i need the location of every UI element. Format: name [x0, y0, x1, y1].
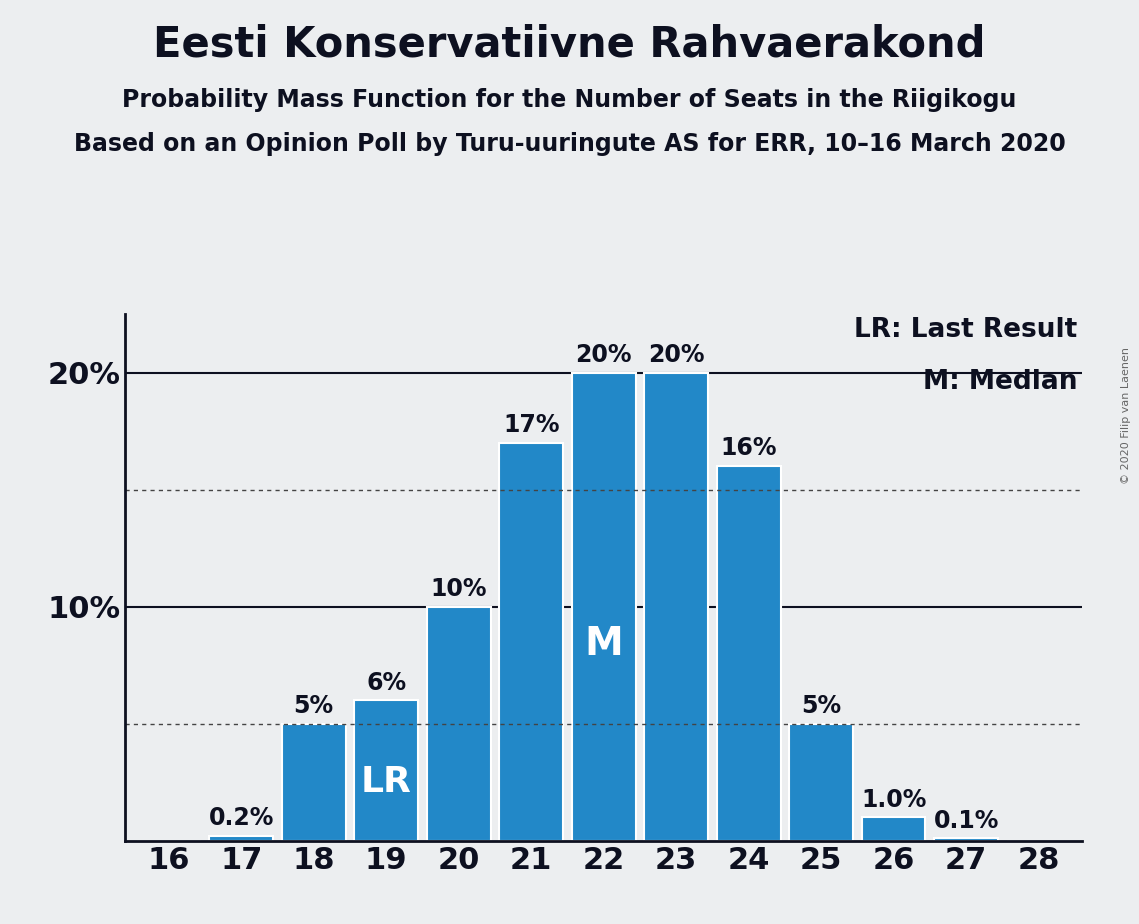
Bar [281, 723, 345, 841]
Bar [862, 818, 926, 841]
Text: 5%: 5% [294, 694, 334, 718]
Text: LR: Last Result: LR: Last Result [854, 317, 1077, 343]
Bar [499, 443, 563, 841]
Text: 17%: 17% [503, 413, 559, 437]
Text: M: Median: M: Median [923, 370, 1077, 395]
Bar [210, 836, 273, 841]
Text: 6%: 6% [366, 671, 407, 695]
Bar [572, 372, 636, 841]
Text: 0.1%: 0.1% [933, 808, 999, 833]
Text: LR: LR [361, 765, 411, 799]
Text: 20%: 20% [575, 343, 632, 367]
Text: 20%: 20% [648, 343, 704, 367]
Text: Eesti Konservatiivne Rahvaerakond: Eesti Konservatiivne Rahvaerakond [154, 23, 985, 65]
Text: Probability Mass Function for the Number of Seats in the Riigikogu: Probability Mass Function for the Number… [122, 88, 1017, 112]
Text: Based on an Opinion Poll by Turu-uuringute AS for ERR, 10–16 March 2020: Based on an Opinion Poll by Turu-uuringu… [74, 132, 1065, 156]
Bar [716, 467, 780, 841]
Text: 1.0%: 1.0% [861, 787, 926, 811]
Text: 16%: 16% [720, 436, 777, 460]
Bar [789, 723, 853, 841]
Text: 0.2%: 0.2% [208, 807, 274, 831]
Bar [934, 838, 998, 841]
Text: 10%: 10% [431, 577, 487, 601]
Text: M: M [584, 626, 623, 663]
Bar [427, 607, 491, 841]
Text: 5%: 5% [801, 694, 842, 718]
Bar [645, 372, 708, 841]
Bar [354, 700, 418, 841]
Text: © 2020 Filip van Laenen: © 2020 Filip van Laenen [1121, 347, 1131, 484]
